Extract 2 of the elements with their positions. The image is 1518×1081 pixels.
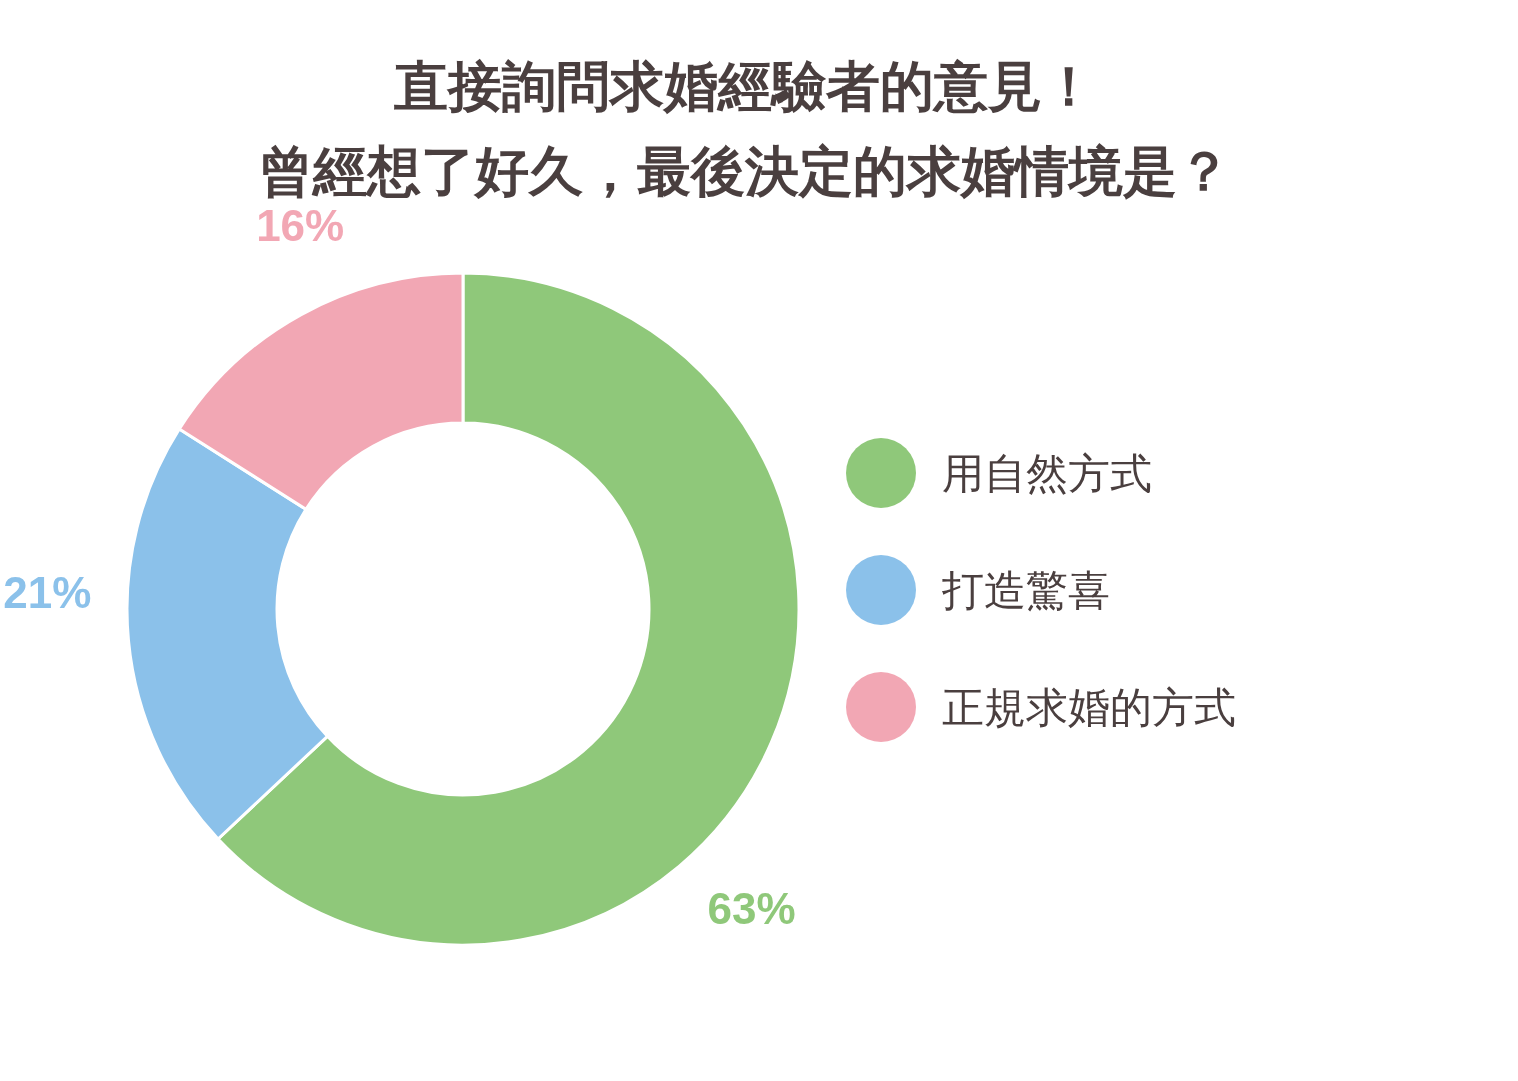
title: 直接詢問求婚經驗者的意見！ [394, 54, 1096, 118]
subtitle: 曾經想了好久，最後決定的求婚情境是？ [259, 139, 1231, 203]
